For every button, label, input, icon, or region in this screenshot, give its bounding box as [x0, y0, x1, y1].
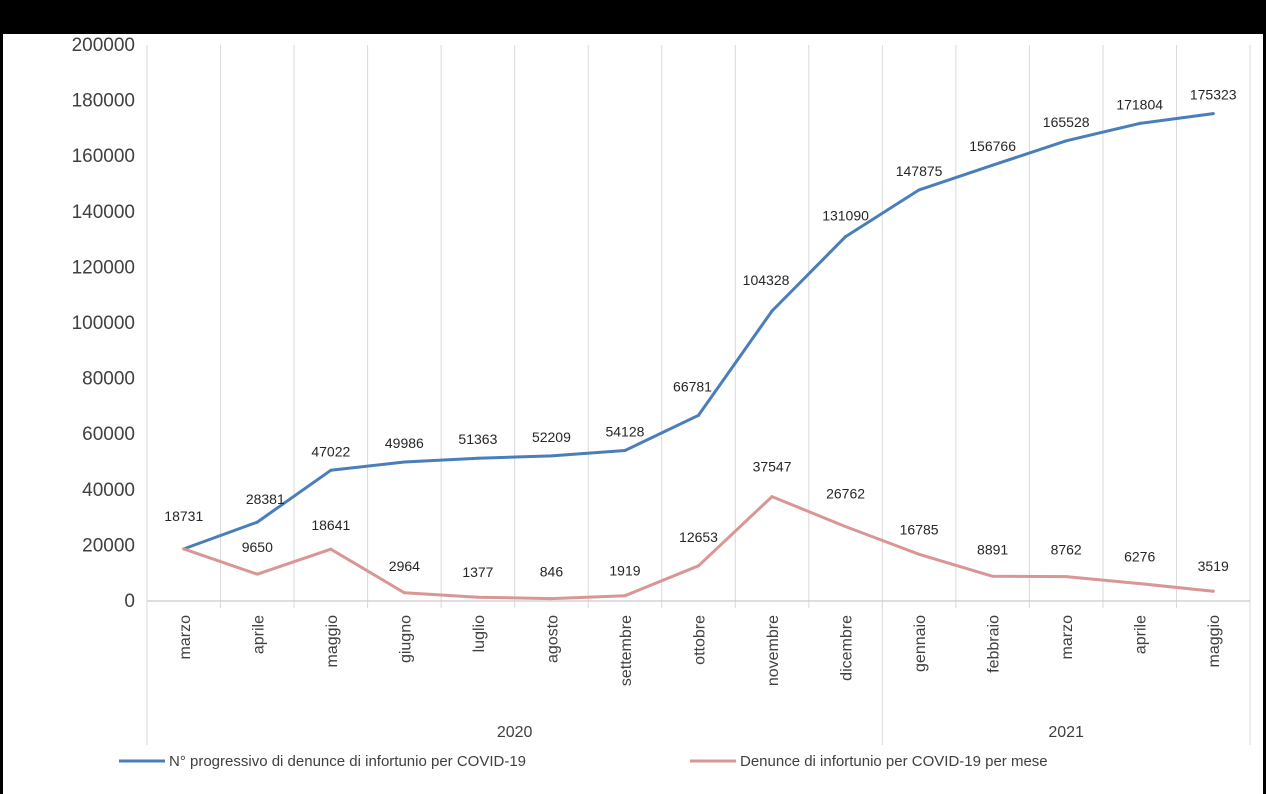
data-label: 2964 — [389, 558, 420, 574]
y-tick-label: 160000 — [72, 146, 135, 167]
x-tick-label: luglio — [471, 615, 488, 652]
x-tick-label: ottobre — [692, 615, 709, 665]
right-border — [1263, 0, 1266, 794]
y-tick-label: 80000 — [82, 369, 135, 390]
data-label: 12653 — [679, 529, 718, 545]
top-bar — [0, 0, 1266, 34]
x-tick-label: gennaio — [912, 615, 929, 672]
x-tick-label: agosto — [544, 615, 561, 663]
data-point — [329, 468, 333, 472]
data-point — [402, 460, 406, 464]
data-point — [844, 525, 848, 529]
x-tick-label: aprile — [1133, 615, 1150, 654]
data-label: 1377 — [462, 564, 493, 580]
data-point — [476, 595, 480, 599]
data-label: 26762 — [826, 486, 865, 502]
data-label: 16785 — [900, 521, 939, 537]
data-label: 37547 — [753, 459, 792, 475]
data-label: 8762 — [1051, 542, 1082, 558]
data-point — [917, 552, 921, 556]
data-point — [697, 413, 700, 417]
data-point — [549, 597, 553, 601]
data-point — [623, 594, 627, 598]
data-label: 175323 — [1190, 87, 1237, 103]
data-label: 8891 — [977, 541, 1008, 557]
x-tick-label: maggio — [324, 615, 341, 668]
data-point — [991, 163, 995, 167]
x-tick-label: dicembre — [839, 615, 856, 681]
y-tick-label: 100000 — [72, 313, 135, 334]
data-point — [255, 520, 259, 524]
data-label: 147875 — [896, 163, 943, 179]
x-tick-label: marzo — [177, 615, 194, 660]
data-label: 3519 — [1198, 558, 1229, 574]
data-point — [1064, 575, 1068, 579]
year-group-label: 2021 — [1048, 724, 1084, 741]
data-label: 18731 — [164, 508, 203, 524]
x-tick-label: aprile — [250, 615, 267, 654]
data-point — [1211, 112, 1215, 116]
x-tick-label: maggio — [1206, 615, 1223, 668]
x-tick-label: novembre — [765, 615, 782, 686]
data-label: 156766 — [969, 138, 1016, 154]
y-tick-label: 180000 — [72, 91, 135, 112]
data-label: 28381 — [246, 491, 285, 507]
data-point — [1138, 121, 1142, 125]
x-tick-label: settembre — [618, 615, 635, 686]
data-point — [476, 456, 480, 460]
data-label: 66781 — [673, 378, 712, 394]
year-group-label: 2020 — [497, 724, 533, 741]
legend-label-2: Denunce di infortunio per COVID-19 per m… — [740, 753, 1048, 770]
data-point — [1211, 589, 1215, 593]
y-tick-label: 120000 — [72, 257, 135, 278]
data-point — [182, 547, 186, 551]
data-label: 1919 — [609, 563, 640, 579]
y-tick-label: 20000 — [82, 535, 135, 556]
data-label: 165528 — [1043, 114, 1090, 130]
y-tick-label: 60000 — [82, 424, 135, 445]
data-label: 47022 — [311, 443, 350, 459]
data-label: 49986 — [385, 435, 424, 451]
y-tick-label: 200000 — [72, 35, 135, 56]
x-tick-label: febbraio — [986, 615, 1003, 673]
data-label: 51363 — [458, 431, 497, 447]
data-point — [844, 235, 848, 239]
data-label: 104328 — [743, 272, 790, 288]
data-point — [770, 495, 774, 499]
legend-label-1: N° progressivo di denunce di infortunio … — [169, 753, 526, 770]
data-label: 6276 — [1124, 549, 1155, 565]
data-point — [917, 188, 921, 192]
y-tick-label: 40000 — [82, 480, 135, 501]
data-point — [770, 309, 774, 313]
left-border — [0, 0, 3, 794]
data-point — [623, 449, 627, 453]
x-tick-label: giugno — [397, 615, 414, 663]
data-label: 54128 — [605, 424, 644, 440]
data-label: 18641 — [311, 517, 350, 533]
data-label: 171804 — [1116, 96, 1163, 112]
data-label: 131090 — [822, 208, 869, 224]
data-point — [1064, 139, 1068, 143]
data-point — [1138, 582, 1142, 586]
data-point — [329, 547, 333, 551]
data-point — [255, 572, 259, 576]
y-tick-label: 140000 — [72, 202, 135, 223]
data-point — [697, 564, 700, 568]
data-label: 52209 — [532, 429, 571, 445]
data-label: 9650 — [242, 539, 273, 555]
data-point — [549, 454, 553, 458]
x-tick-label: marzo — [1059, 615, 1076, 660]
series-line-1 — [182, 112, 1215, 551]
data-point — [991, 574, 995, 578]
y-tick-label: 0 — [124, 591, 135, 612]
data-point — [402, 591, 406, 595]
data-label: 846 — [540, 564, 564, 580]
